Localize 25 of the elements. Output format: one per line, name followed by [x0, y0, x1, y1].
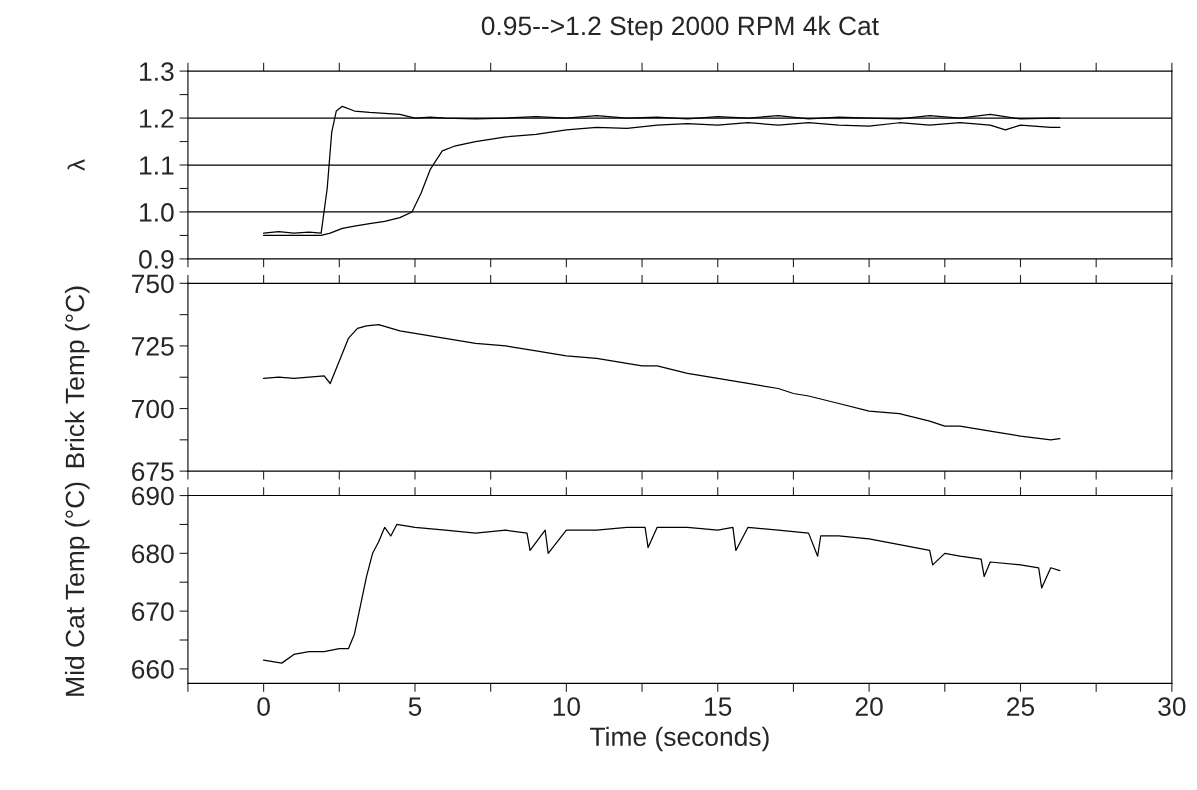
x-tick-label: 5 [408, 697, 422, 716]
y-tick-label: 660 [132, 660, 174, 679]
y-tick-label: 670 [132, 602, 174, 621]
x-tick-label: 15 [705, 697, 732, 716]
y-tick-label: 675 [132, 462, 174, 481]
y-tick-label: 1.2 [140, 109, 174, 128]
y-tick-label: 0.9 [139, 250, 174, 269]
chart-title: 0.95-->1.2 Step 2000 RPM 4k Cat [481, 15, 879, 41]
y-tick-label: 1.0 [140, 203, 174, 222]
y-tick-label: 680 [132, 544, 174, 564]
y-tick-label: 1.1 [140, 156, 174, 175]
y-tick-label: 690 [132, 486, 174, 506]
x-axis-title: Time (seconds) [590, 726, 769, 752]
x-tick-label: 0 [257, 697, 270, 716]
x-tick-label: 10 [553, 697, 581, 716]
y-axis-title: Brick Temp (°C) [64, 286, 90, 468]
x-tick-label: 20 [855, 697, 883, 716]
x-tick-label: 25 [1007, 697, 1035, 716]
y-tick-label: 1.3 [140, 62, 174, 81]
y-axis-title: λ [67, 159, 85, 171]
y-tick-label: 750 [132, 274, 174, 294]
y-tick-label: 700 [132, 399, 174, 419]
x-tick-label: 30 [1158, 697, 1186, 716]
y-tick-label: 725 [132, 337, 174, 356]
y-axis-title: Mid Cat Temp (°C) [64, 482, 90, 696]
